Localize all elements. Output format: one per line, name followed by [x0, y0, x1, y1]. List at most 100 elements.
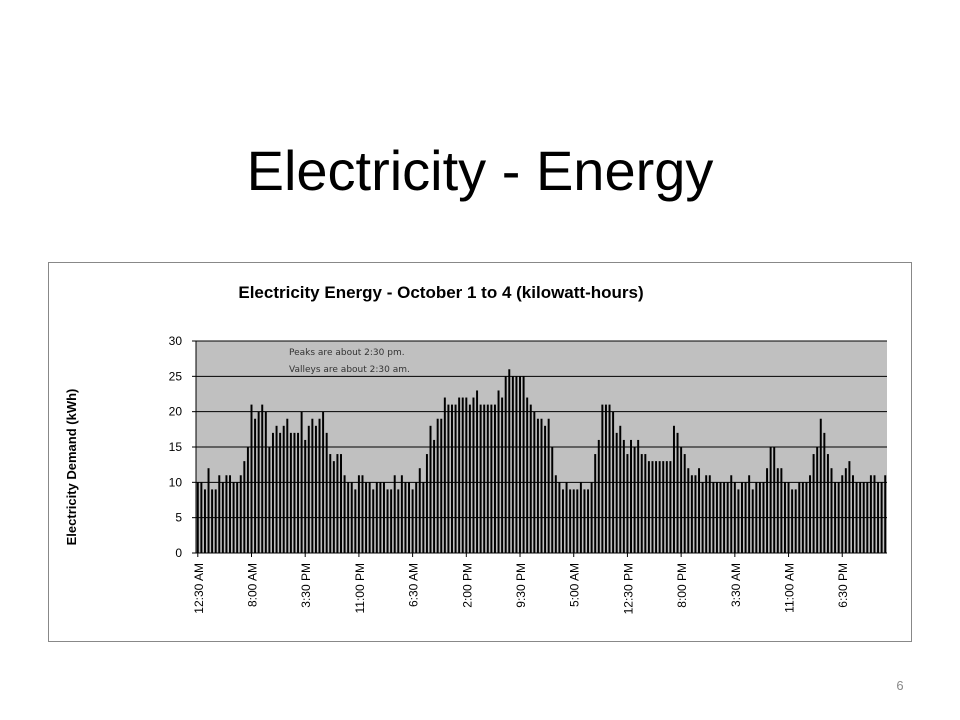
bar — [239, 475, 242, 553]
bar — [780, 468, 783, 553]
bar — [762, 482, 765, 553]
bar — [737, 489, 740, 553]
bar — [451, 404, 453, 553]
x-tick-label: 11:00 AM — [783, 563, 797, 613]
bar — [379, 482, 382, 553]
bar — [554, 475, 557, 553]
bar — [608, 404, 611, 553]
y-tick-label: 20 — [169, 405, 183, 419]
bar — [336, 454, 339, 553]
bar — [397, 489, 400, 553]
bar — [680, 447, 683, 553]
bar — [461, 397, 464, 553]
bar — [794, 489, 797, 553]
bar — [372, 489, 375, 553]
bar — [293, 432, 296, 553]
bar — [837, 482, 840, 553]
y-tick-label: 15 — [169, 440, 183, 454]
bar — [436, 418, 439, 553]
bar — [289, 432, 292, 553]
bar — [386, 489, 389, 553]
bar — [511, 376, 514, 553]
bar — [493, 404, 496, 553]
bar — [282, 425, 285, 553]
bar — [529, 404, 532, 553]
bar — [347, 482, 350, 553]
bar — [751, 489, 754, 553]
bar — [687, 468, 690, 553]
bar — [748, 475, 751, 553]
x-tick-label: 12:30 AM — [192, 563, 206, 614]
bar — [322, 411, 325, 553]
bar — [841, 475, 844, 553]
y-tick-label: 30 — [169, 334, 183, 348]
x-tick-label: 12:30 PM — [621, 563, 635, 614]
bar — [203, 489, 206, 553]
bar — [651, 461, 654, 553]
bar — [261, 404, 264, 553]
bar — [357, 475, 360, 553]
bar — [701, 482, 704, 553]
bar — [855, 482, 858, 553]
bar — [368, 482, 371, 553]
bar — [791, 489, 794, 553]
bar — [390, 489, 393, 553]
bar — [766, 468, 769, 553]
bar — [325, 432, 328, 553]
bar — [647, 461, 650, 553]
bar — [458, 397, 461, 553]
bar — [375, 482, 378, 553]
bar — [544, 425, 547, 553]
bar — [340, 454, 342, 553]
bar — [218, 475, 221, 553]
bar — [225, 475, 228, 553]
bar — [758, 482, 761, 553]
bar — [343, 475, 346, 553]
bar — [601, 404, 604, 553]
bar — [232, 482, 235, 553]
bar — [214, 489, 217, 553]
bar — [250, 404, 253, 553]
bar — [526, 397, 529, 553]
bar — [415, 482, 418, 553]
bar — [823, 432, 826, 553]
y-tick-label: 10 — [169, 475, 183, 489]
bar — [565, 482, 568, 553]
chart-container: Electricity Energy - October 1 to 4 (kil… — [48, 262, 912, 642]
bar — [873, 475, 876, 553]
bar — [497, 390, 500, 553]
bar — [332, 461, 335, 553]
bar — [626, 454, 629, 553]
bar — [221, 482, 224, 553]
bar — [361, 475, 364, 553]
bar — [211, 489, 214, 553]
bar — [264, 411, 267, 553]
bar — [329, 454, 332, 553]
bar — [314, 425, 317, 553]
bar — [558, 482, 561, 553]
x-tick-label: 9:30 PM — [514, 563, 528, 608]
chart-title: Electricity Energy - October 1 to 4 (kil… — [238, 283, 643, 302]
bar — [683, 454, 686, 553]
slide-title: Electricity - Energy — [246, 139, 714, 202]
bar — [676, 432, 679, 553]
bar — [773, 447, 776, 553]
bar — [801, 482, 804, 553]
bar — [300, 411, 303, 553]
bar — [472, 397, 475, 553]
bar — [551, 447, 554, 553]
bar — [694, 475, 697, 553]
bar — [852, 475, 854, 553]
bar — [783, 482, 786, 553]
bar — [422, 482, 425, 553]
bar — [275, 425, 278, 553]
bar — [880, 482, 883, 553]
bar — [826, 454, 829, 553]
bar — [569, 489, 572, 553]
x-tick-label: 2:00 PM — [460, 563, 474, 608]
bar — [798, 482, 801, 553]
bar — [877, 482, 880, 553]
bar — [719, 482, 722, 553]
bar — [433, 439, 436, 553]
annotation-valleys: Valleys are about 2:30 am. — [289, 365, 410, 375]
